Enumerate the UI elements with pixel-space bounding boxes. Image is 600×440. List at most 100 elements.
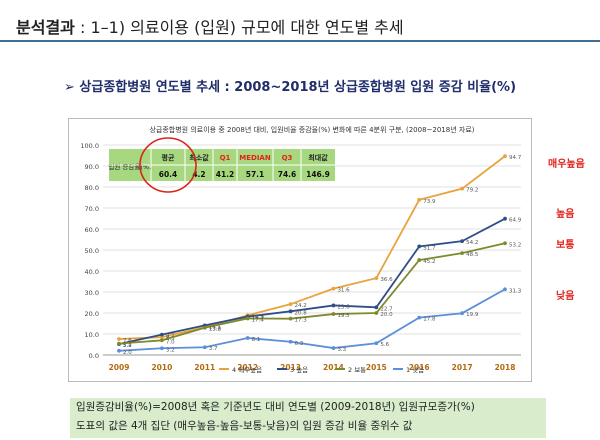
- stats-row-label: 입원 증감율(%): [108, 162, 151, 171]
- x-tick-label: 2017: [452, 363, 473, 372]
- data-label: 17.3: [295, 318, 308, 324]
- data-point: [503, 241, 507, 246]
- data-label: 36.6: [380, 277, 393, 283]
- data-point: [417, 258, 422, 262]
- data-point: [288, 339, 293, 344]
- x-tick-label: 2016: [409, 363, 430, 372]
- data-point: [503, 216, 507, 221]
- data-label: 3.7: [209, 346, 218, 352]
- stats-header-cell: 최대값: [308, 153, 328, 162]
- stats-header-cell: Q3: [282, 154, 293, 162]
- series-line: [118, 155, 506, 340]
- footnote-box: 입원증감비율(%)=2008년 혹은 기준년도 대비 연도별 (2009-201…: [70, 398, 546, 438]
- data-label: 19.9: [466, 312, 479, 318]
- data-point: [374, 311, 379, 315]
- data-label: 20.8: [295, 310, 308, 316]
- data-label: 64.9: [509, 218, 522, 224]
- stats-header-cell: 최소값: [189, 153, 209, 162]
- stats-value-cell: 4.2: [192, 170, 205, 179]
- data-label: 5.4: [123, 343, 132, 349]
- y-tick-label: 90.0: [85, 163, 99, 171]
- data-point: [374, 341, 379, 346]
- footnote-line-2: 도표의 값은 4개 집단 (매우높음-높음-보통-낮음)의 입원 증감 비율 중…: [76, 420, 413, 432]
- y-tick-label: 100.0: [80, 142, 99, 150]
- data-point: [374, 276, 379, 281]
- chart-section-heading: ➢ 상급종합병원 연도별 추세 : 2008~2018년 상급종합병원 입원 증…: [64, 80, 517, 95]
- data-label: 3.2: [166, 347, 175, 353]
- data-label: 17.8: [423, 317, 436, 323]
- side-label-low: 낮음: [556, 291, 575, 302]
- legend-entry: 2 보통: [348, 366, 366, 374]
- data-label: 3.3: [337, 347, 346, 353]
- data-point: [288, 309, 293, 314]
- chart-panel: 상급종합병원 의료이용 중 2008년 대비, 입원비율 증감율(%) 변화에 …: [68, 118, 532, 382]
- data-label: 13.2: [209, 326, 221, 332]
- x-tick-label: 2011: [194, 363, 215, 372]
- legend-entry: 3 높음: [290, 366, 308, 374]
- data-label: 48.5: [466, 252, 479, 258]
- x-tick-label: 2010: [151, 363, 172, 372]
- data-label: 20.0: [380, 312, 393, 318]
- data-label: 31.3: [509, 288, 522, 294]
- data-label: 23.6: [337, 304, 350, 310]
- data-label: 5.6: [380, 342, 389, 348]
- data-label: 22.7: [380, 306, 393, 312]
- stats-header-cell: MEDIAN: [239, 154, 271, 162]
- data-label: 7.0: [166, 339, 175, 345]
- x-tick-label: 2014: [323, 363, 344, 372]
- page-title-rest: : 1–1) 의료이용 (입원) 규모에 대한 연도별 추세: [74, 18, 404, 37]
- data-point: [117, 348, 121, 353]
- data-point: [245, 316, 250, 321]
- y-tick-label: 10.0: [85, 331, 99, 339]
- page-title-bold: 분석결과: [16, 18, 75, 37]
- stats-value-cell: 57.1: [246, 170, 265, 179]
- data-label: 94.7: [509, 155, 522, 161]
- stats-header-cell: Q1: [220, 154, 231, 162]
- data-point: [117, 341, 121, 346]
- data-label: 45.2: [423, 259, 435, 265]
- series-line: [118, 242, 506, 345]
- stats-value-cell: 74.6: [278, 170, 297, 179]
- y-tick-label: 40.0: [85, 268, 99, 276]
- data-point: [159, 346, 164, 351]
- data-label: 13.0: [209, 327, 222, 333]
- side-label-medium: 보통: [556, 240, 575, 251]
- x-tick-label: 2013: [280, 363, 301, 372]
- chart-title: 상급종합병원 의료이용 중 2008년 대비, 입원비율 증감율(%) 변화에 …: [149, 125, 474, 134]
- data-point: [417, 315, 422, 320]
- data-point: [117, 337, 121, 341]
- title-divider: [0, 40, 600, 42]
- data-point: [331, 346, 336, 350]
- data-point: [202, 345, 207, 350]
- stats-value-cell: 146.9: [306, 170, 330, 179]
- data-label: 53.2: [509, 242, 521, 248]
- data-point: [460, 186, 465, 191]
- data-label: 9.7: [166, 334, 175, 340]
- data-point: [331, 312, 336, 316]
- data-point: [159, 332, 164, 337]
- highlight-circle: [139, 137, 197, 193]
- data-point: [417, 197, 422, 202]
- data-label: 31.6: [337, 288, 350, 294]
- x-tick-label: 2018: [495, 363, 516, 372]
- data-label: 8.1: [252, 337, 261, 343]
- data-point: [288, 302, 293, 307]
- series-line: [118, 217, 506, 345]
- line-chart: 상급종합병원 의료이용 중 2008년 대비, 입원비율 증감율(%) 변화에 …: [80, 125, 522, 374]
- side-label-very-high: 매우높음: [548, 159, 585, 170]
- x-tick-label: 2009: [109, 363, 130, 372]
- data-label: 73.9: [423, 199, 436, 205]
- data-point: [245, 336, 250, 340]
- data-label: 24.2: [295, 303, 307, 309]
- page-title: 분석결과 : 1–1) 의료이용 (입원) 규모에 대한 연도별 추세: [16, 14, 404, 38]
- legend-entry: 4 매우높음: [232, 366, 262, 374]
- data-point: [460, 239, 465, 244]
- data-point: [374, 305, 379, 310]
- data-label: 5.2: [123, 343, 132, 349]
- data-label: 54.2: [466, 240, 478, 246]
- stats-value-cell: 41.2: [216, 170, 235, 179]
- data-label: 2.0: [123, 350, 132, 356]
- y-tick-label: 20.0: [85, 310, 99, 318]
- y-tick-label: 0.0: [89, 352, 99, 360]
- stats-value-cell: 60.4: [159, 170, 178, 179]
